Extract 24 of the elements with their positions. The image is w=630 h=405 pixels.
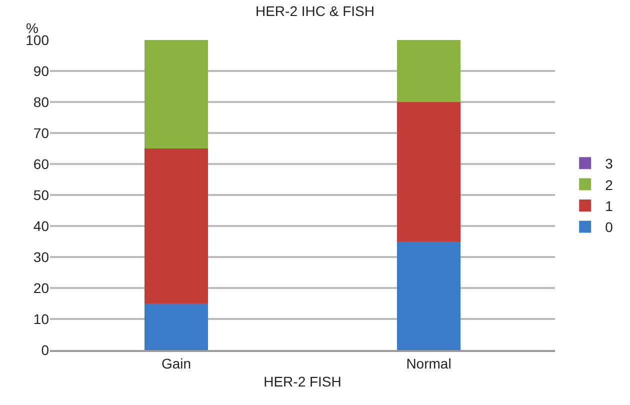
bar <box>397 40 460 102</box>
legend-label: 2 <box>605 176 614 193</box>
y-tick-label: 90 <box>33 62 50 79</box>
y-tick-label: 50 <box>33 186 50 203</box>
x-tick-label: Gain <box>161 356 192 372</box>
y-tick-label: 10 <box>33 310 50 327</box>
legend-label: 0 <box>605 219 614 236</box>
bar <box>397 102 460 242</box>
chart-title: HER-2 IHC & FISH <box>255 2 375 19</box>
legend-label: 3 <box>605 156 614 172</box>
bar <box>144 148 208 304</box>
y-tick-label: 30 <box>33 248 50 265</box>
y-tick-label: 0 <box>41 342 50 358</box>
x-tick-label: Normal <box>406 356 452 372</box>
y-tick-label: 20 <box>33 280 50 296</box>
bar <box>144 40 208 148</box>
y-tick-label: 60 <box>33 156 50 172</box>
y-tick-label: 80 <box>33 94 50 110</box>
y-tick-label: 70 <box>33 124 50 141</box>
bar <box>397 242 460 350</box>
y-tick-label: 40 <box>33 218 50 234</box>
x-axis-title: HER-2 FISH <box>264 373 342 390</box>
bar <box>144 304 208 350</box>
legend-label: 1 <box>605 198 614 214</box>
